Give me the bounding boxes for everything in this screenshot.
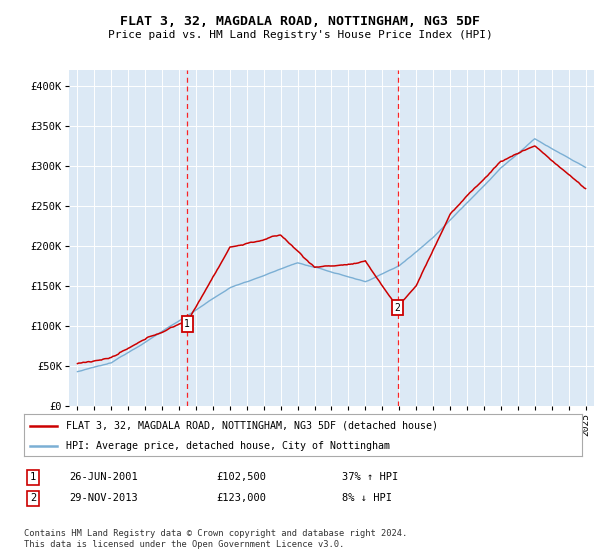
Text: 2: 2: [395, 302, 401, 312]
Text: 29-NOV-2013: 29-NOV-2013: [69, 493, 138, 503]
Text: £123,000: £123,000: [216, 493, 266, 503]
Text: HPI: Average price, detached house, City of Nottingham: HPI: Average price, detached house, City…: [66, 441, 390, 451]
Text: 26-JUN-2001: 26-JUN-2001: [69, 472, 138, 482]
Text: 8% ↓ HPI: 8% ↓ HPI: [342, 493, 392, 503]
Text: FLAT 3, 32, MAGDALA ROAD, NOTTINGHAM, NG3 5DF: FLAT 3, 32, MAGDALA ROAD, NOTTINGHAM, NG…: [120, 15, 480, 28]
Text: 1: 1: [184, 319, 190, 329]
Text: 2: 2: [30, 493, 36, 503]
Text: £102,500: £102,500: [216, 472, 266, 482]
Text: FLAT 3, 32, MAGDALA ROAD, NOTTINGHAM, NG3 5DF (detached house): FLAT 3, 32, MAGDALA ROAD, NOTTINGHAM, NG…: [66, 421, 438, 431]
Text: 1: 1: [30, 472, 36, 482]
Text: Price paid vs. HM Land Registry's House Price Index (HPI): Price paid vs. HM Land Registry's House …: [107, 30, 493, 40]
Text: Contains HM Land Registry data © Crown copyright and database right 2024.
This d: Contains HM Land Registry data © Crown c…: [24, 529, 407, 549]
Text: 37% ↑ HPI: 37% ↑ HPI: [342, 472, 398, 482]
